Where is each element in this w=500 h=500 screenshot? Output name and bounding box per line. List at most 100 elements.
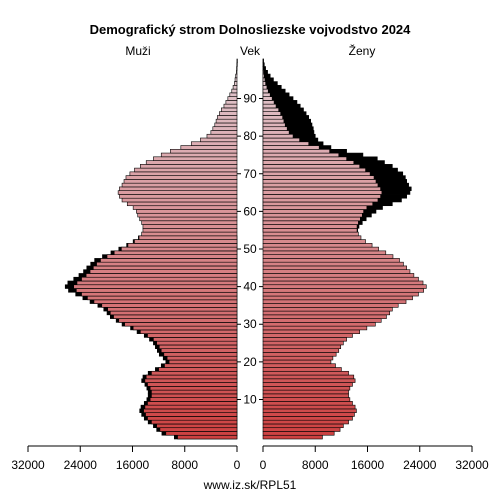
- men-bar-age-91: [229, 92, 238, 97]
- men-bar-common-age-4: [151, 419, 238, 425]
- women-bar-common-age-77: [262, 145, 320, 150]
- men-bar-common-age-48: [106, 254, 238, 259]
- men-bar-age-99: [236, 62, 238, 67]
- women-bar-age-17: [262, 370, 349, 376]
- women-bar-common-age-65: [262, 190, 383, 195]
- footer-source: www.iz.sk/RPL51: [203, 478, 297, 492]
- men-bar-age-82: [212, 126, 238, 131]
- women-bar-common-age-61: [262, 205, 368, 210]
- men-bar-common-age-39: [76, 288, 238, 293]
- women-bar-age-13: [262, 386, 351, 391]
- men-bar-common-age-45: [93, 265, 238, 270]
- women-bar-common-age-67: [262, 182, 379, 188]
- men-bar-common-age-9: [147, 401, 238, 406]
- men-bar-age-77: [180, 145, 238, 150]
- women-bar-common-age-81: [262, 130, 290, 135]
- women-bar-common-age-59: [262, 212, 363, 218]
- men-bar-age-74: [153, 156, 238, 161]
- men-x-tick-label-8000: 8000: [171, 458, 198, 472]
- women-bar-common-age-72: [262, 164, 360, 169]
- men-bar-age-96: [235, 73, 238, 79]
- women-bar-age-49: [262, 250, 387, 255]
- age-tick-label-70: 70: [243, 167, 257, 181]
- age-tick-label-90: 90: [243, 92, 257, 106]
- women-bar-age-28: [262, 329, 360, 334]
- men-bar-common-age-15: [144, 378, 238, 383]
- men-bar-common-age-40: [73, 284, 238, 289]
- men-bar-common-age-31: [118, 318, 238, 323]
- women-bar-age-2: [262, 427, 341, 432]
- women-bar-common-age-69: [262, 175, 375, 180]
- men-bar-common-age-12: [151, 389, 238, 395]
- women-bar-common-age-63: [262, 197, 379, 203]
- men-bar-common-age-23: [160, 348, 238, 353]
- men-bar-common-age-35: [101, 303, 238, 308]
- women-bars: [262, 58, 427, 440]
- women-x-tick-label-24000: 24000: [403, 458, 437, 472]
- men-bar-age-69: [125, 175, 238, 180]
- women-bar-common-age-85: [262, 115, 283, 120]
- men-bar-age-95: [234, 77, 238, 82]
- women-bar-common-age-99: [262, 62, 264, 67]
- women-bar-common-age-100: [262, 58, 264, 64]
- women-bar-age-54: [262, 231, 359, 237]
- men-bar-common-age-36: [93, 299, 238, 304]
- women-bar-age-34: [262, 307, 393, 312]
- women-bar-age-18: [262, 367, 342, 372]
- men-bar-age-81: [210, 130, 238, 135]
- men-bar-common-age-37: [87, 295, 238, 301]
- women-bar-common-age-82: [262, 126, 288, 131]
- men-bar-common-age-46: [96, 261, 238, 267]
- men-bar-common-age-43: [85, 273, 238, 278]
- women-bar-common-age-66: [262, 186, 381, 191]
- men-bar-age-59: [137, 212, 238, 218]
- men-bar-common-age-5: [147, 416, 238, 421]
- men-bar-common-age-28: [140, 329, 238, 334]
- women-bar-age-15: [262, 378, 356, 383]
- women-bar-age-47: [262, 258, 400, 263]
- age-axis: 10 20 30 40 50 60 70 80 90: [237, 92, 263, 406]
- men-bar-common-age-8: [144, 404, 238, 410]
- men-bar-common-age-52: [134, 239, 238, 244]
- men-bar-common-age-19: [164, 363, 238, 368]
- men-bar-age-64: [119, 194, 238, 199]
- men-bar-common-age-7: [143, 408, 238, 413]
- women-x-axis: 0 8000 16000 24000 32000: [260, 445, 489, 472]
- label-men: Muži: [125, 44, 150, 58]
- age-tick-label-40: 40: [243, 280, 257, 294]
- men-bar-common-age-11: [151, 393, 238, 398]
- women-bar-age-39: [262, 288, 424, 293]
- women-bar-age-30: [262, 322, 376, 327]
- women-bar-age-44: [262, 269, 411, 274]
- women-bar-age-4: [262, 419, 349, 425]
- women-x-tick-label-8000: 8000: [302, 458, 329, 472]
- men-x-axis: 32000 24000 16000 8000 0: [11, 445, 241, 472]
- men-bar-age-90: [227, 96, 238, 101]
- women-bar-age-10: [262, 397, 351, 402]
- women-bar-age-42: [262, 276, 419, 282]
- men-bar-age-62: [126, 201, 238, 207]
- men-bar-age-61: [132, 205, 238, 210]
- women-bar-age-53: [262, 235, 362, 240]
- women-bar-common-age-75: [262, 152, 340, 158]
- women-bar-common-age-74: [262, 156, 347, 161]
- women-bar-age-40: [262, 284, 427, 289]
- men-bar-common-age-53: [138, 235, 238, 240]
- men-bar-common-age-34: [107, 307, 238, 312]
- women-bar-common-age-57: [262, 220, 359, 225]
- women-bar-age-27: [262, 333, 353, 338]
- men-bars: [64, 58, 238, 440]
- chart-title: Demografický strom Dolnosliezske vojvods…: [90, 22, 412, 37]
- men-bar-age-85: [217, 115, 238, 120]
- men-bar-age-67: [121, 182, 238, 188]
- women-bar-common-age-97: [262, 69, 264, 75]
- men-bar-common-age-2: [159, 427, 238, 432]
- women-bar-common-age-73: [262, 160, 355, 165]
- women-bar-age-1: [262, 431, 335, 436]
- men-bar-age-73: [145, 160, 238, 165]
- women-bar-age-20: [262, 359, 332, 365]
- women-bar-common-age-76: [262, 148, 330, 154]
- women-bar-age-52: [262, 239, 366, 244]
- women-bar-common-age-70: [262, 171, 371, 176]
- men-bar-age-94: [234, 81, 238, 86]
